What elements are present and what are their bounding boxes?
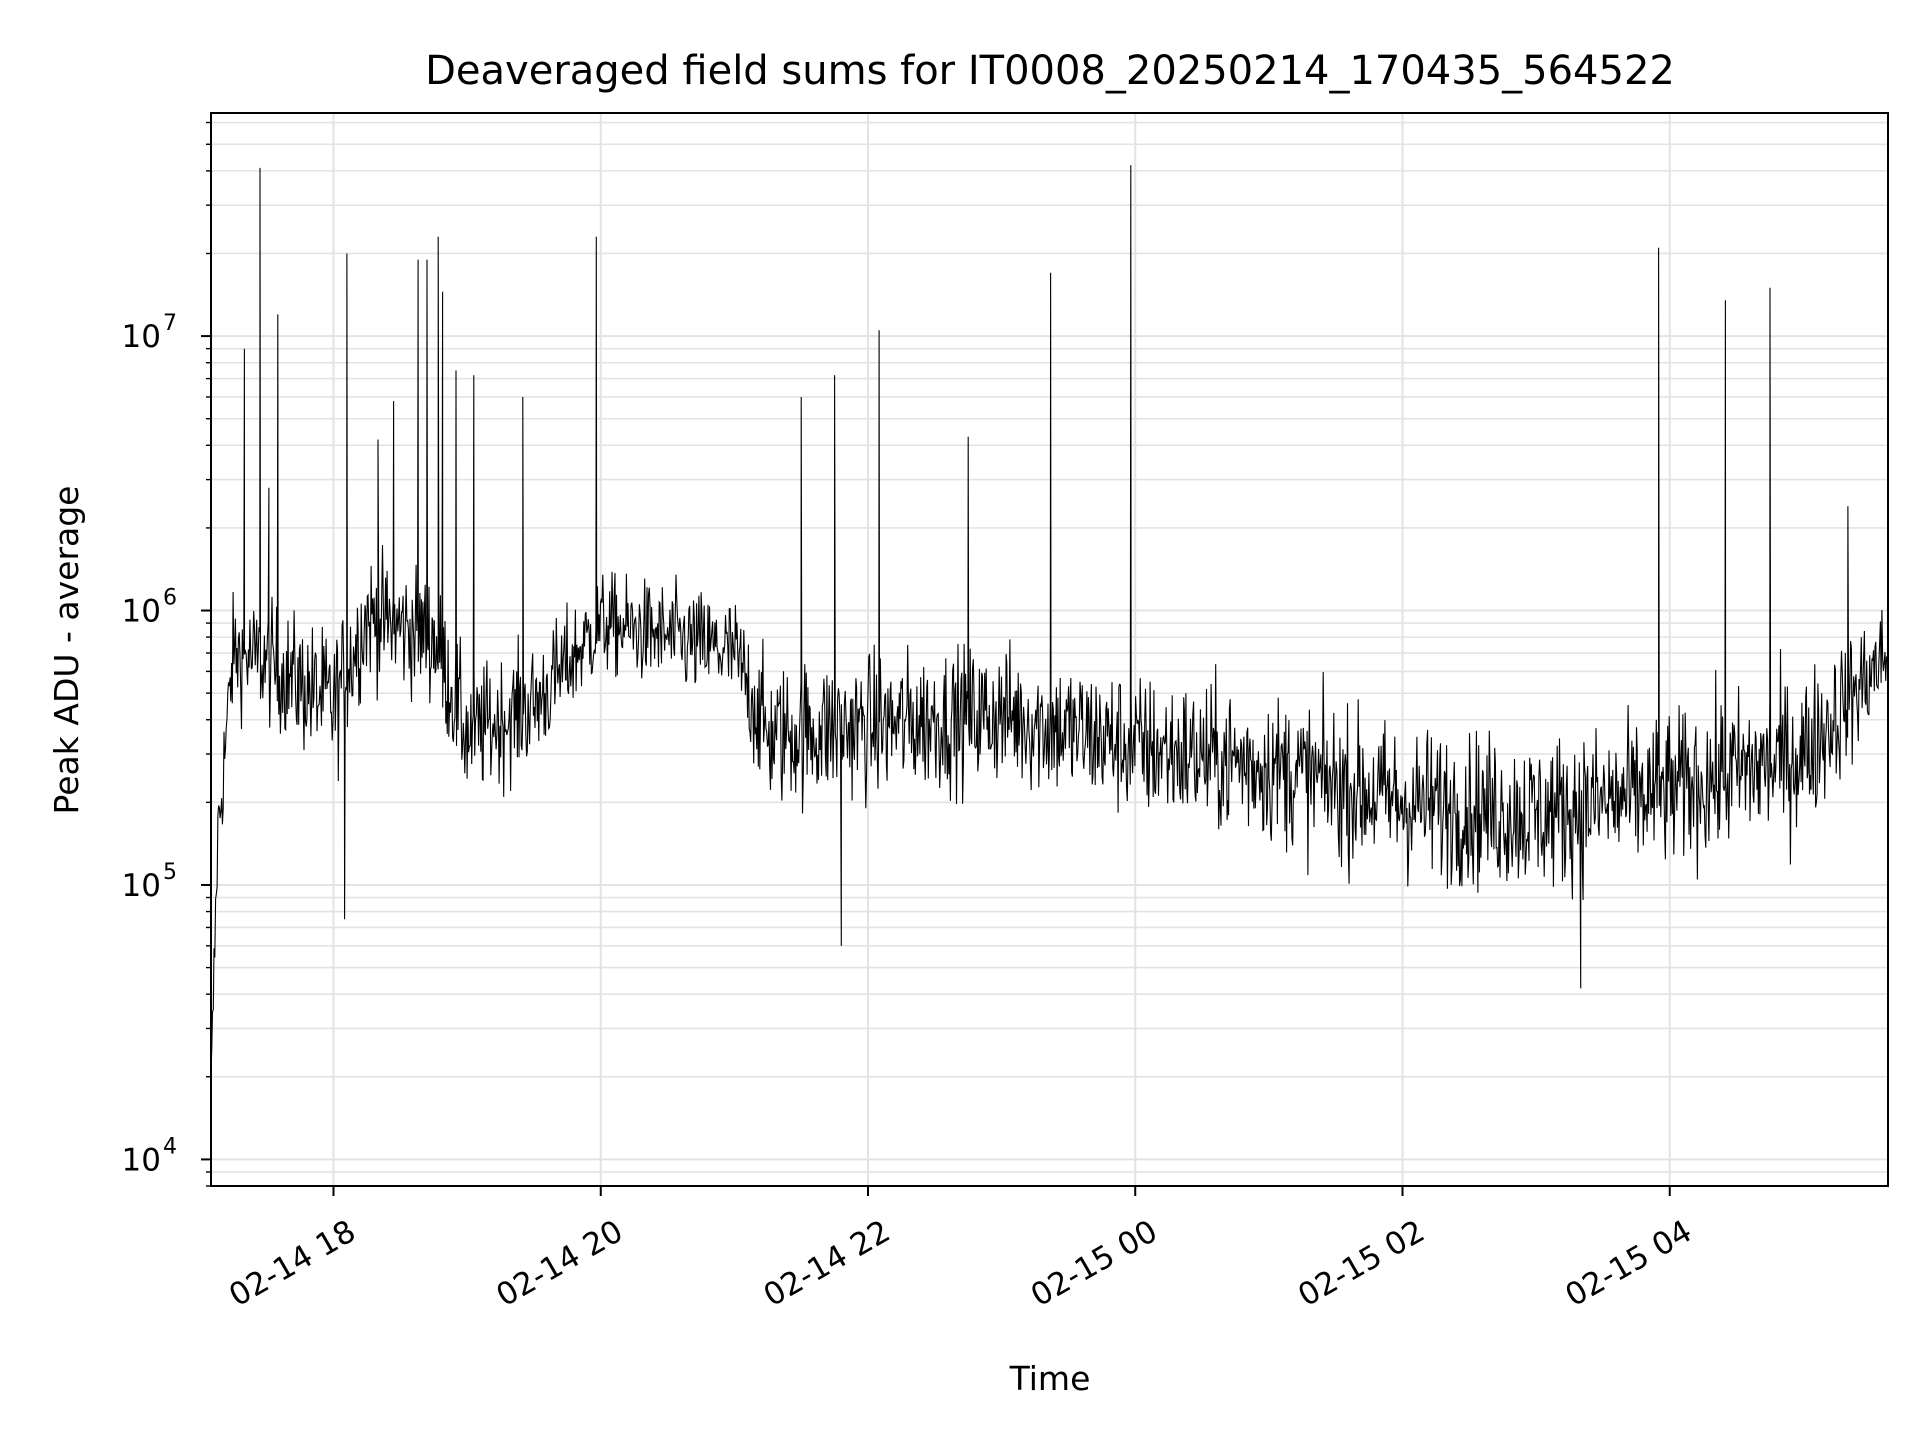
y-tick-label: 10 [122,594,161,630]
y-tick-exponent: 5 [163,860,177,885]
y-tick-exponent: 6 [163,586,177,611]
y-tick-exponent: 4 [163,1134,177,1159]
plot-frame [210,112,1889,1187]
chart-title: Deaveraged field sums for IT0008_2025021… [425,48,1675,94]
y-axis-title: Peak ADU - average [47,486,86,815]
y-tick-label: 10 [122,868,161,904]
series-line [210,165,1889,1073]
y-tick-label: 10 [122,319,161,355]
x-axis-title: Time [1009,1359,1091,1398]
y-tick-exponent: 7 [163,311,177,336]
y-tick-label: 10 [122,1142,161,1178]
grid [211,113,1888,1187]
plot-area [210,165,1889,1073]
